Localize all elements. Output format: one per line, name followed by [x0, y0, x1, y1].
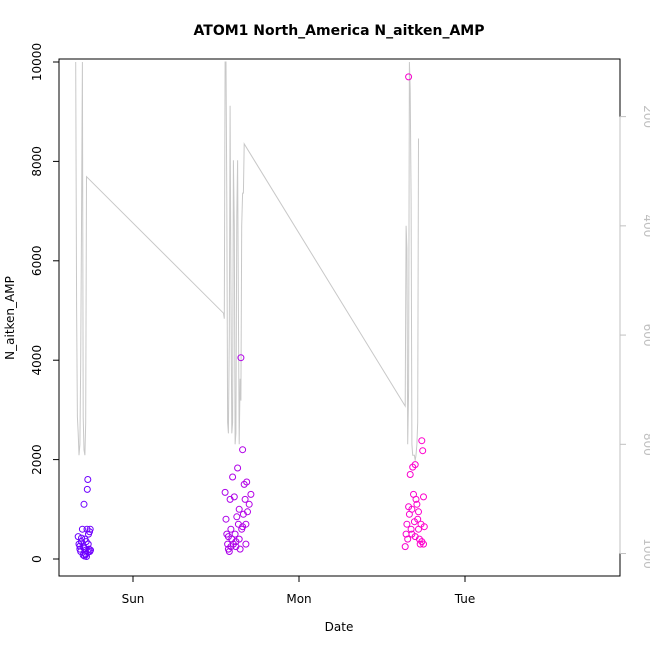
y-axis: 0 2000 4000 6000 8000 10000	[30, 43, 60, 563]
data-point	[74, 533, 82, 541]
data-point	[407, 525, 415, 533]
data-point	[84, 476, 92, 483]
data-point	[83, 485, 91, 493]
data-point	[419, 447, 427, 455]
data-point	[411, 461, 419, 469]
data-point	[237, 354, 245, 362]
data-point	[242, 540, 250, 548]
data-point	[76, 542, 84, 550]
data-point	[420, 493, 427, 501]
x-tick-label: Mon	[286, 592, 311, 606]
data-point	[221, 488, 229, 496]
data-point	[245, 500, 253, 508]
data-point	[230, 493, 238, 501]
data-point	[236, 545, 244, 553]
data-point	[232, 538, 240, 546]
data-point	[84, 540, 92, 548]
data-point	[405, 73, 413, 81]
data-point	[412, 495, 420, 503]
data-point	[235, 505, 243, 513]
y-axis-title: N_aitken_AMP	[3, 276, 17, 360]
chart-title: ATOM1 North_America N_aitken_AMP	[194, 23, 485, 39]
y-tick-label: 10000	[30, 43, 44, 81]
data-point	[403, 520, 411, 528]
data-point	[80, 544, 88, 552]
data-point	[243, 478, 251, 486]
data-point	[86, 525, 94, 533]
data-point	[234, 464, 242, 472]
data-point	[420, 523, 428, 531]
data-point	[78, 534, 85, 542]
y-tick-label: 0	[30, 555, 44, 563]
data-point	[233, 513, 241, 521]
connector-line	[75, 61, 419, 461]
data-point	[413, 500, 421, 508]
data-point	[87, 546, 94, 554]
data-point	[247, 490, 255, 498]
right-y-axis: 200 400 600 800 1000	[619, 105, 650, 569]
data-point	[244, 508, 251, 516]
data-point	[229, 473, 237, 481]
x-axis-title: Date	[325, 620, 354, 634]
data-point	[80, 500, 88, 508]
data-point	[239, 446, 247, 454]
right-y-tick-label: 200	[641, 105, 650, 128]
data-point	[84, 548, 92, 556]
data-point	[404, 535, 412, 543]
data-point	[408, 505, 416, 513]
y-tick-label: 6000	[30, 246, 44, 277]
data-point	[222, 515, 230, 523]
data-point	[231, 530, 239, 538]
y-tick-label: 2000	[30, 444, 44, 475]
connector-line-layer	[75, 61, 419, 461]
y-tick-label: 4000	[30, 345, 44, 376]
right-y-tick-label: 400	[641, 214, 650, 237]
data-point	[414, 515, 422, 523]
data-point	[227, 525, 235, 533]
right-y-tick-label: 1000	[641, 538, 650, 569]
y-tick-label: 8000	[30, 146, 44, 177]
right-y-tick-label: 600	[641, 324, 650, 347]
data-point	[418, 437, 426, 445]
data-point	[415, 508, 422, 516]
x-tick-label: Tue	[454, 592, 476, 606]
data-point	[406, 471, 414, 478]
data-point	[241, 495, 249, 503]
data-point	[420, 540, 427, 548]
data-point	[411, 533, 419, 541]
right-y-tick-label: 800	[641, 433, 650, 456]
data-point	[78, 525, 86, 533]
data-point	[225, 548, 233, 555]
data-point	[239, 523, 247, 531]
x-tick-label: Sun	[122, 592, 145, 606]
x-axis: Sun Mon Tue	[122, 576, 476, 606]
data-point	[227, 543, 235, 551]
data-point	[401, 543, 409, 551]
data-point-layer	[74, 73, 428, 560]
data-point	[224, 533, 232, 541]
